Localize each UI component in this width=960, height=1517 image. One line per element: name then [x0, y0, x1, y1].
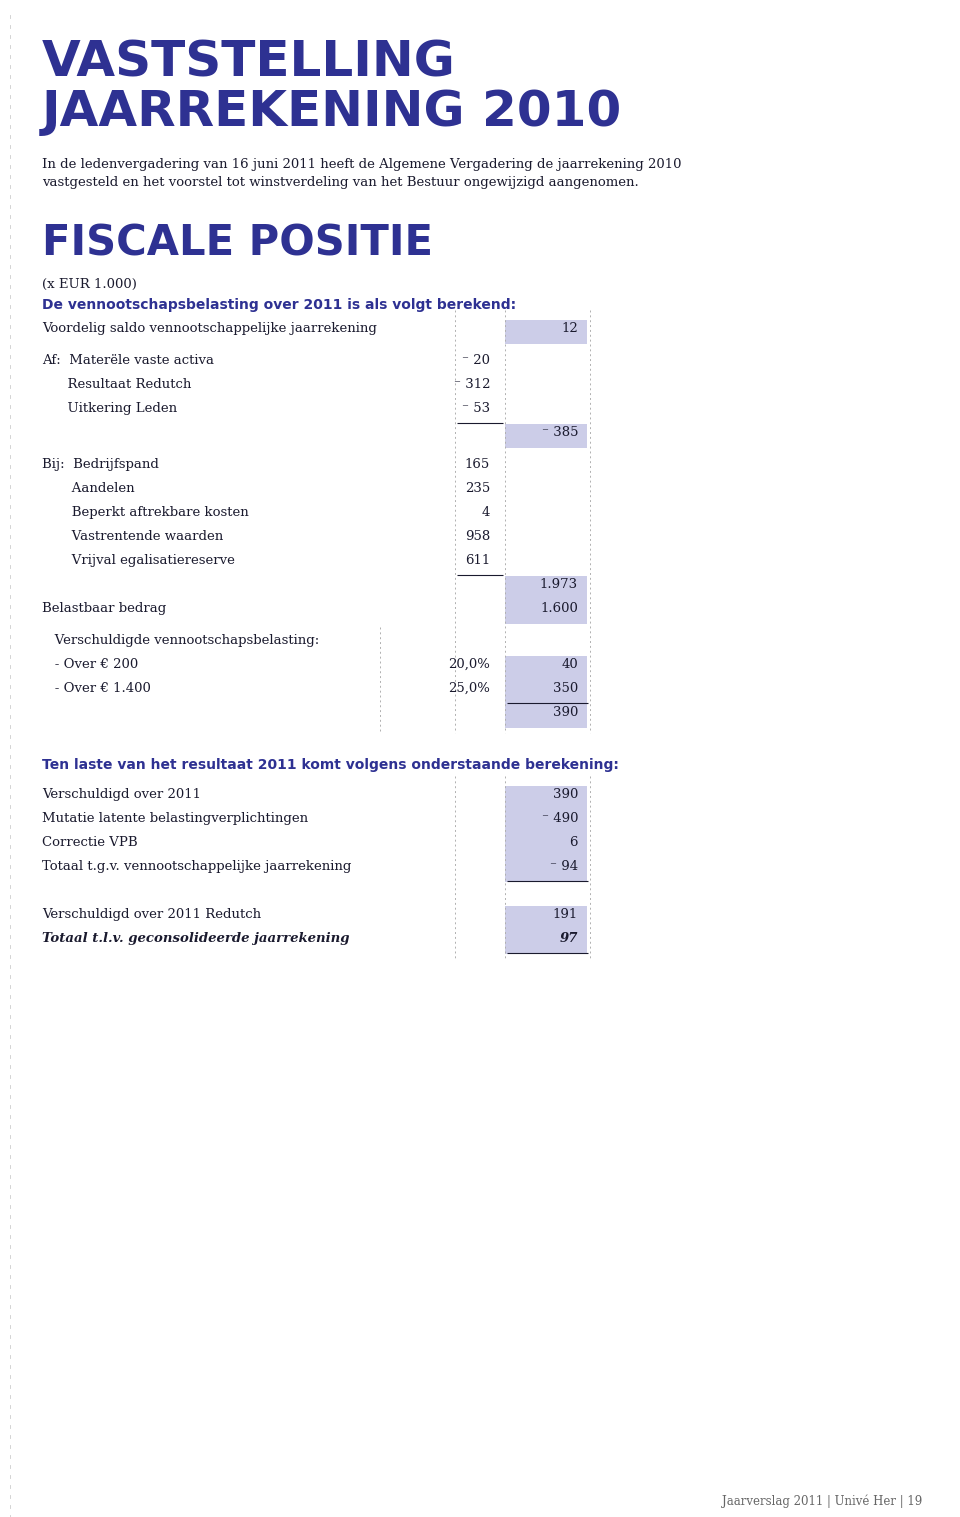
Text: Verschuldigd over 2011 Redutch: Verschuldigd over 2011 Redutch: [42, 909, 261, 921]
Text: 1.600: 1.600: [540, 602, 578, 614]
Bar: [505, 859, 587, 881]
Text: Totaal t.l.v. geconsolideerde jaarrekening: Totaal t.l.v. geconsolideerde jaarrekeni…: [42, 931, 349, 945]
Text: Vastrentende waarden: Vastrentende waarden: [42, 529, 224, 543]
Text: vastgesteld en het voorstel tot winstverdeling van het Bestuur ongewijzigd aange: vastgesteld en het voorstel tot winstver…: [42, 176, 638, 190]
Text: Jaarverslag 2011 | Univé Her | 19: Jaarverslag 2011 | Univé Her | 19: [722, 1494, 922, 1508]
Text: 191: 191: [553, 909, 578, 921]
Text: ⁻ 20: ⁻ 20: [462, 353, 490, 367]
Text: Vrijval egalisatiereserve: Vrijval egalisatiereserve: [42, 554, 235, 567]
Bar: [505, 810, 587, 834]
Text: FISCALE POSITIE: FISCALE POSITIE: [42, 221, 433, 264]
Bar: [505, 704, 587, 728]
Text: Totaal t.g.v. vennootschappelijke jaarrekening: Totaal t.g.v. vennootschappelijke jaarre…: [42, 860, 351, 872]
Text: De vennootschapsbelasting over 2011 is als volgt berekend:: De vennootschapsbelasting over 2011 is a…: [42, 297, 516, 313]
Text: JAARREKENING 2010: JAARREKENING 2010: [42, 88, 622, 137]
Text: (x EUR 1.000): (x EUR 1.000): [42, 278, 137, 291]
Text: Resultaat Redutch: Resultaat Redutch: [42, 378, 191, 391]
Text: Uitkering Leden: Uitkering Leden: [42, 402, 178, 416]
Bar: [505, 320, 587, 344]
Text: In de ledenvergadering van 16 juni 2011 heeft de Algemene Vergadering de jaarrek: In de ledenvergadering van 16 juni 2011 …: [42, 158, 682, 171]
Text: Af:  Materële vaste activa: Af: Materële vaste activa: [42, 353, 214, 367]
Text: 4: 4: [482, 507, 490, 519]
Text: Mutatie latente belastingverplichtingen: Mutatie latente belastingverplichtingen: [42, 812, 308, 825]
Bar: [505, 930, 587, 954]
Text: 6: 6: [569, 836, 578, 850]
Text: 235: 235: [465, 482, 490, 495]
Text: 390: 390: [553, 705, 578, 719]
Text: Voordelig saldo vennootschappelijke jaarrekening: Voordelig saldo vennootschappelijke jaar…: [42, 322, 377, 335]
Bar: [505, 655, 587, 680]
Text: ⁻ 312: ⁻ 312: [453, 378, 490, 391]
Bar: [505, 423, 587, 448]
Text: 350: 350: [553, 683, 578, 695]
Text: Ten laste van het resultaat 2011 komt volgens onderstaande berekening:: Ten laste van het resultaat 2011 komt vo…: [42, 758, 619, 772]
Text: 165: 165: [465, 458, 490, 470]
Text: Bij:  Bedrijfspand: Bij: Bedrijfspand: [42, 458, 158, 470]
Text: 40: 40: [562, 658, 578, 671]
Bar: [505, 601, 587, 623]
Text: - Over € 1.400: - Over € 1.400: [42, 683, 151, 695]
Text: Verschuldigd over 2011: Verschuldigd over 2011: [42, 787, 201, 801]
Text: 20,0%: 20,0%: [448, 658, 490, 671]
Bar: [505, 680, 587, 704]
Text: ⁻ 385: ⁻ 385: [541, 426, 578, 438]
Bar: [505, 576, 587, 601]
Text: Verschuldigde vennootschapsbelasting:: Verschuldigde vennootschapsbelasting:: [42, 634, 320, 646]
Text: 958: 958: [465, 529, 490, 543]
Text: Aandelen: Aandelen: [42, 482, 134, 495]
Text: Correctie VPB: Correctie VPB: [42, 836, 137, 850]
Bar: [505, 786, 587, 810]
Text: 97: 97: [560, 931, 578, 945]
Text: 390: 390: [553, 787, 578, 801]
Text: Belastbaar bedrag: Belastbaar bedrag: [42, 602, 166, 614]
Text: 1.973: 1.973: [540, 578, 578, 592]
Text: ⁻ 490: ⁻ 490: [541, 812, 578, 825]
Text: 611: 611: [465, 554, 490, 567]
Text: Beperkt aftrekbare kosten: Beperkt aftrekbare kosten: [42, 507, 249, 519]
Text: ⁻ 53: ⁻ 53: [462, 402, 490, 416]
Text: 25,0%: 25,0%: [448, 683, 490, 695]
Text: ⁻ 94: ⁻ 94: [550, 860, 578, 872]
Text: VASTSTELLING: VASTSTELLING: [42, 38, 456, 86]
Bar: [505, 834, 587, 859]
Bar: [505, 906, 587, 930]
Text: 12: 12: [562, 322, 578, 335]
Text: - Over € 200: - Over € 200: [42, 658, 138, 671]
